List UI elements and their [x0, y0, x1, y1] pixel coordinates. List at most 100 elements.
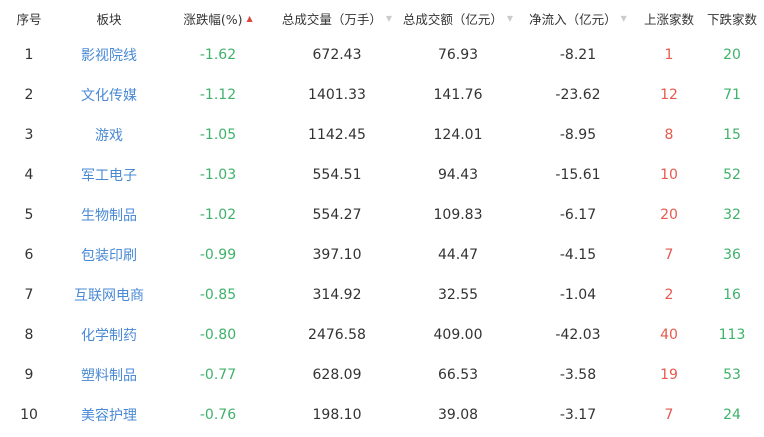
amount: 124.01: [433, 127, 483, 143]
sector-link[interactable]: 美容护理: [81, 408, 137, 424]
sector-link[interactable]: 军工电子: [81, 168, 137, 184]
sector-link[interactable]: 生物制品: [81, 208, 137, 224]
up-count: 40: [660, 327, 678, 343]
change-pct: -1.03: [199, 167, 237, 183]
net-inflow: -15.61: [555, 167, 601, 183]
table-row: 4 军工电子 -1.03 554.51 94.43 -15.61 10 52: [0, 155, 764, 195]
sort-descending-icon[interactable]: ▼: [620, 13, 627, 23]
sort-descending-icon[interactable]: ▼: [506, 13, 514, 23]
down-count: 53: [723, 367, 741, 383]
sector-link[interactable]: 化学制药: [81, 328, 137, 344]
header-up-count: 上涨家数: [638, 0, 700, 36]
volume: 1401.33: [308, 87, 366, 103]
down-count: 71: [723, 87, 741, 103]
row-index: 3: [24, 127, 34, 143]
amount: 76.93: [437, 47, 479, 63]
sort-descending-icon[interactable]: ▼: [385, 13, 393, 23]
table-row: 1 影视院线 -1.62 672.43 76.93 -8.21 1 20: [0, 35, 764, 75]
row-index: 10: [20, 407, 38, 423]
sort-ascending-icon[interactable]: ▲: [246, 13, 253, 23]
change-pct: -1.62: [199, 47, 237, 63]
row-index: 2: [24, 87, 34, 103]
sector-link[interactable]: 文化传媒: [81, 88, 137, 104]
up-count: 10: [660, 167, 678, 183]
row-index: 4: [24, 167, 34, 183]
up-count: 19: [660, 367, 678, 383]
up-count: 12: [660, 87, 678, 103]
volume: 1142.45: [308, 127, 366, 143]
header-down-count-label: 下跌家数: [706, 11, 757, 27]
header-change-pct-label[interactable]: 涨跌幅(%): [183, 11, 243, 27]
down-count: 36: [723, 247, 741, 263]
table-row: 5 生物制品 -1.02 554.27 109.83 -6.17 20 32: [0, 195, 764, 235]
sector-link[interactable]: 影视院线: [81, 48, 137, 64]
header-change-pct[interactable]: 涨跌幅(%) ▲: [170, 0, 266, 36]
volume: 554.51: [312, 167, 362, 183]
up-count: 7: [664, 247, 674, 263]
up-count: 1: [664, 47, 674, 63]
header-volume[interactable]: 总成交量（万手） ▼: [275, 0, 399, 36]
down-count: 15: [723, 127, 741, 143]
header-amount[interactable]: 总成交额（亿元） ▼: [400, 0, 516, 36]
change-pct: -0.80: [199, 327, 237, 343]
row-index: 1: [24, 47, 34, 63]
table-row: 6 包装印刷 -0.99 397.10 44.47 -4.15 7 36: [0, 235, 764, 275]
amount: 109.83: [433, 207, 483, 223]
row-index: 7: [24, 287, 34, 303]
sector-link[interactable]: 互联网电商: [74, 288, 144, 304]
amount: 32.55: [437, 287, 479, 303]
header-volume-label[interactable]: 总成交量（万手）: [281, 11, 382, 27]
net-inflow: -8.95: [559, 127, 597, 143]
table-row: 3 游戏 -1.05 1142.45 124.01 -8.95 8 15: [0, 115, 764, 155]
header-index: 序号: [4, 0, 54, 36]
amount: 66.53: [437, 367, 479, 383]
net-inflow: -6.17: [559, 207, 597, 223]
up-count: 7: [664, 407, 674, 423]
change-pct: -1.05: [199, 127, 237, 143]
sector-link[interactable]: 包装印刷: [81, 248, 137, 264]
down-count: 16: [723, 287, 741, 303]
header-net-inflow-label[interactable]: 净流入（亿元）: [529, 11, 617, 27]
volume: 554.27: [312, 207, 362, 223]
net-inflow: -8.21: [559, 47, 597, 63]
net-inflow: -4.15: [559, 247, 597, 263]
amount: 39.08: [437, 407, 479, 423]
net-inflow: -3.58: [559, 367, 597, 383]
volume: 397.10: [312, 247, 362, 263]
sector-link[interactable]: 塑料制品: [81, 368, 137, 384]
table-row: 2 文化传媒 -1.12 1401.33 141.76 -23.62 12 71: [0, 75, 764, 115]
change-pct: -0.85: [199, 287, 237, 303]
volume: 314.92: [312, 287, 362, 303]
net-inflow: -3.17: [559, 407, 597, 423]
amount: 141.76: [433, 87, 483, 103]
table-header: 序号 板块 涨跌幅(%) ▲ 总成交量（万手） ▼ 总成交额（亿元） ▼ 净流入（亿元…: [0, 0, 764, 36]
volume: 2476.58: [308, 327, 366, 343]
header-amount-label[interactable]: 总成交额（亿元）: [402, 11, 503, 27]
header-down-count: 下跌家数: [702, 0, 762, 36]
change-pct: -0.77: [199, 367, 237, 383]
change-pct: -0.99: [199, 247, 237, 263]
up-count: 2: [664, 287, 674, 303]
down-count: 20: [723, 47, 741, 63]
change-pct: -0.76: [199, 407, 237, 423]
sector-link[interactable]: 游戏: [95, 128, 123, 144]
change-pct: -1.02: [199, 207, 237, 223]
amount: 44.47: [437, 247, 479, 263]
row-index: 9: [24, 367, 34, 383]
header-up-count-label: 上涨家数: [643, 11, 694, 27]
down-count: 113: [718, 327, 746, 343]
row-index: 5: [24, 207, 34, 223]
net-inflow: -42.03: [555, 327, 601, 343]
amount: 409.00: [433, 327, 483, 343]
header-net-inflow[interactable]: 净流入（亿元） ▼: [518, 0, 638, 36]
row-index: 8: [24, 327, 34, 343]
table-row: 8 化学制药 -0.80 2476.58 409.00 -42.03 40 113: [0, 315, 764, 355]
change-pct: -1.12: [199, 87, 237, 103]
table-row: 7 互联网电商 -0.85 314.92 32.55 -1.04 2 16: [0, 275, 764, 315]
up-count: 20: [660, 207, 678, 223]
table-row: 9 塑料制品 -0.77 628.09 66.53 -3.58 19 53: [0, 355, 764, 395]
header-sector-label: 板块: [96, 11, 122, 27]
down-count: 52: [723, 167, 741, 183]
net-inflow: -23.62: [555, 87, 601, 103]
volume: 198.10: [312, 407, 362, 423]
